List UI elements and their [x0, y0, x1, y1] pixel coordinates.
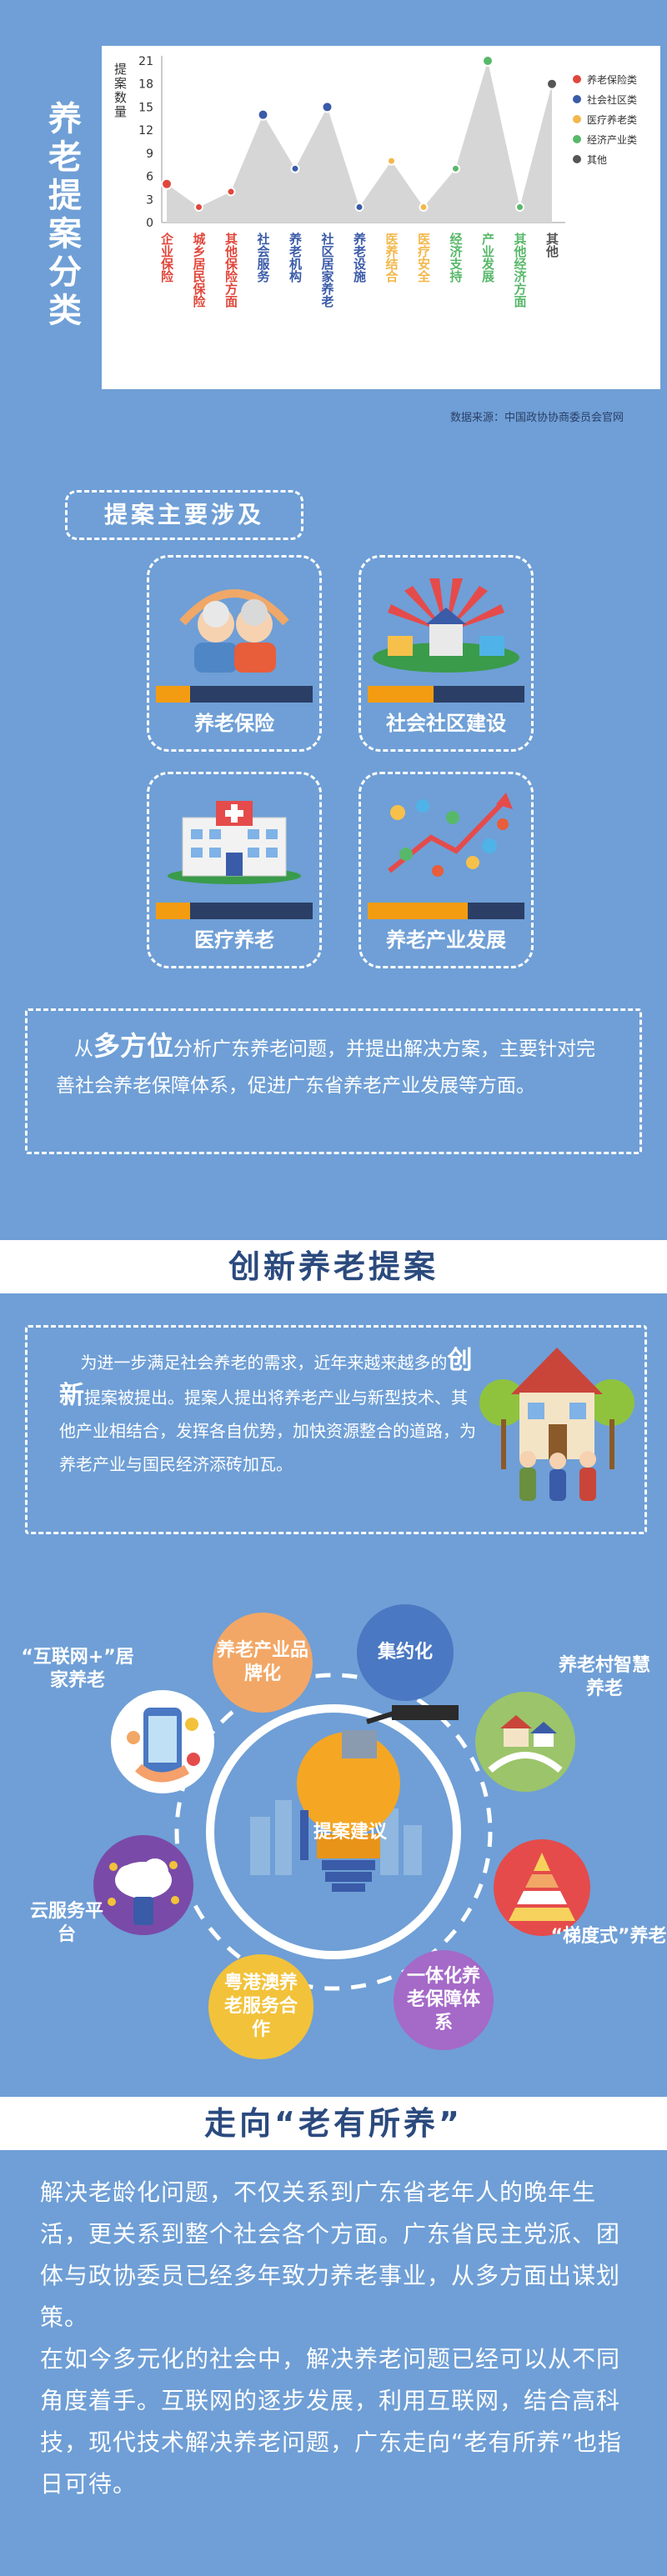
para-b: 提案被提出。提案人提出将养老产业与新型技术、其他产业相结合，发挥各自优势，加快资… [59, 1388, 476, 1474]
card-caption: 养老产业发展 [386, 928, 506, 952]
category-label: 社区居家养老 [320, 232, 335, 308]
bubble-branding: 养老产业品牌化 [213, 1613, 313, 1713]
category-label: 其他 [544, 232, 559, 258]
legend-entry: 经济产业类 [587, 133, 637, 146]
internet-home-icon [111, 1690, 214, 1793]
bubble-integration: 一体化养老保障体系 [394, 1950, 494, 2050]
data-point [321, 101, 334, 113]
data-point [387, 156, 396, 166]
para-emphasis: 创新 [59, 1346, 473, 1410]
legend-entry: 其他 [587, 154, 607, 166]
topics-paragraph: 从多方位分析广东养老问题，并提出解决方案，主要针对完善社会养老保障体系，促进广东… [25, 1008, 642, 1154]
card-medical: 医疗养老 [147, 772, 322, 968]
y-tick-label: 3 [146, 193, 153, 207]
y-tick-label: 15 [138, 101, 153, 114]
card-industry: 养老产业发展 [359, 772, 534, 968]
card-pension: 养老保险 [147, 555, 322, 752]
community-town-icon [373, 578, 519, 673]
legend-swatch [573, 135, 581, 143]
category-label: 医疗安全 [416, 233, 431, 283]
category-label: 城乡居民保险 [192, 232, 207, 308]
y-tick-label: 12 [138, 124, 153, 138]
label-tiered: “梯度式”养老 [550, 1926, 667, 1947]
legend-swatch [573, 75, 581, 83]
cloud-service-icon [93, 1835, 193, 1935]
conclusion-band [0, 2097, 667, 2150]
smart-village-icon [475, 1692, 575, 1792]
category-label: 其他保险方面 [223, 232, 238, 308]
innovation-band [0, 1240, 667, 1293]
diagram-hub-label: 提案建议 [313, 1822, 387, 1843]
legend-entry: 医疗养老类 [587, 113, 637, 126]
data-point [451, 163, 460, 173]
innovation-paragraph: 为进一步满足社会养老的需求，近年来越来越多的创新提案被提出。提案人提出将养老产业… [59, 1344, 476, 1481]
innovation-title: 创新养老提案 [228, 1248, 439, 1285]
y-tick-label: 9 [146, 148, 153, 161]
y-tick-label: 6 [146, 171, 153, 184]
y-tick-label: 18 [138, 78, 153, 92]
data-point [161, 178, 173, 190]
elderly-couple-icon [179, 589, 289, 673]
conclusion-paragraph: 解决老龄化问题，不仅关系到广东省老年人的晚年生活，更关系到整个社会各个方面。广东… [40, 2178, 621, 2331]
label-internet-home: “互联网+”居家养老 [21, 1647, 134, 1691]
innovation-paragraph-box: 为进一步满足社会养老的需求，近年来越来越多的创新提案被提出。提案人提出将养老产业… [25, 1325, 647, 1534]
legend-entry: 社会社区类 [587, 93, 637, 106]
card-caption: 社会社区建设 [386, 712, 506, 735]
y-tick-label: 0 [146, 217, 153, 230]
house-elderly-icon [479, 1348, 634, 1501]
area-series [167, 61, 552, 223]
para-emphasis: 多方位 [93, 1030, 173, 1062]
tiered-pyramid-icon [494, 1839, 590, 1936]
innovation-diagram [174, 1673, 493, 1991]
label-cloud-service: 云服务平台 [29, 1901, 103, 1945]
industry-growth-icon [388, 793, 513, 877]
legend-swatch [573, 155, 581, 163]
data-point [515, 203, 524, 213]
y-tick-label: 21 [138, 55, 153, 68]
card-community: 社会社区建设 [359, 555, 534, 752]
category-label: 养老机构 [288, 232, 303, 283]
bubble-gba-cooperation: 粤港澳养老服务合作 [208, 1954, 313, 2059]
para-a: 为进一步满足社会养老的需求，近年来越来越多的 [80, 1353, 448, 1373]
label-smart-village: 养老村智慧养老 [558, 1655, 650, 1699]
category-label: 其他经济方面 [513, 232, 528, 308]
category-label: 社会服务 [256, 232, 271, 283]
hospital-icon [168, 801, 301, 884]
conclusion-text: 解决老龄化问题，不仅关系到广东省老年人的晚年生活，更关系到整个社会各个方面。广东… [40, 2172, 640, 2505]
data-point [194, 203, 203, 213]
topics-pill: 提案主要涉及 [65, 490, 303, 540]
y-axis-label: 提案数量 [113, 63, 128, 119]
category-label: 企业保险 [159, 232, 174, 283]
card-caption: 医疗养老 [194, 928, 274, 952]
legend-entry: 养老保险类 [587, 73, 637, 86]
category-label: 医养结合 [384, 233, 399, 283]
data-point [290, 163, 300, 173]
para-rest: 分析广东养老问题，并提出解决方案，主要针对完善社会养老保障体系，促进广东省养老产… [56, 1038, 595, 1097]
data-point [354, 203, 364, 213]
data-point [226, 187, 236, 197]
para-prefix: 从 [73, 1038, 93, 1060]
category-label: 产业发展 [480, 232, 495, 283]
data-point [257, 108, 269, 121]
conclusion-title: 走向“老有所养” [204, 2105, 463, 2142]
category-label: 经济支持 [449, 232, 464, 283]
conclusion-paragraph: 在如今多元化的社会中，解决养老问题已经可以从不同角度着手。互联网的逐步发展，利用… [40, 2345, 623, 2498]
data-point [419, 203, 429, 213]
legend-swatch [573, 115, 581, 123]
side-title: 养老提案分类 [48, 100, 82, 330]
card-caption: 养老保险 [194, 712, 274, 735]
legend-swatch [573, 95, 581, 103]
data-point [482, 55, 494, 67]
data-source: 数据来源：中国政协协商委员会官网 [450, 412, 624, 424]
proposal-category-chart: 提案数量 0 3 6 9 12 15 18 21 企业保险 城乡居民保险 其他保险方面 社会服务 养老机构… [113, 55, 637, 308]
chart-card: 提案数量 0 3 6 9 12 15 18 21 企业保险 城乡居民保险 其他保险方面 社会服务 养老机构… [102, 46, 660, 389]
data-point [546, 78, 558, 90]
bubble-intensive: 集约化 [357, 1604, 454, 1701]
category-label: 养老设施 [352, 232, 367, 283]
